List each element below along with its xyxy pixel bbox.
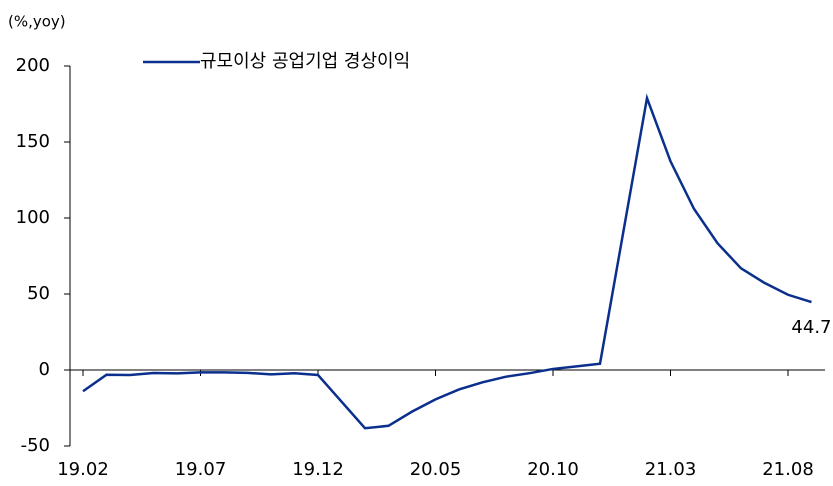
data-label: 44.7 (791, 317, 831, 338)
legend-label: 규모이상 공업기업 경상이익 (200, 51, 410, 72)
line-series (82, 93, 812, 430)
x-tick-label: 19.12 (292, 459, 344, 480)
y-tick-label: 100 (16, 207, 50, 228)
y-tick-label: 50 (27, 283, 50, 304)
x-tick-label: 20.10 (527, 459, 579, 480)
y-axis-label: (%,yoy) (8, 13, 66, 31)
y-tick-label: 150 (16, 131, 50, 152)
x-tick-label: 19.02 (57, 459, 109, 480)
x-tick-label: 19.07 (175, 459, 227, 480)
y-tick-label: 200 (16, 55, 50, 76)
y-tick-label: 0 (39, 359, 50, 380)
x-tick-label: 21.03 (645, 459, 697, 480)
y-tick-label: -50 (21, 435, 50, 456)
x-tick-label: 21.08 (762, 459, 814, 480)
x-tick-label: 20.05 (410, 459, 462, 480)
